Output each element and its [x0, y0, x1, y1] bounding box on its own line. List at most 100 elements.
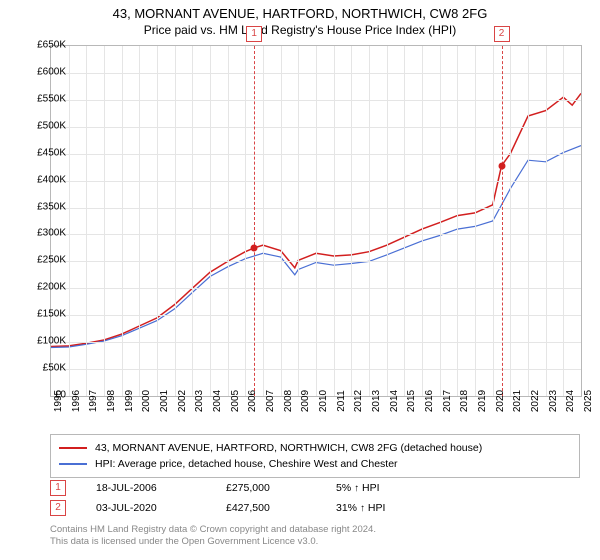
x-tick-label: 2000	[141, 390, 152, 412]
y-tick-label: £550K	[37, 93, 66, 104]
x-gridline	[139, 46, 140, 396]
x-tick-label: 2009	[300, 390, 311, 412]
x-gridline	[316, 46, 317, 396]
x-gridline	[228, 46, 229, 396]
x-gridline	[263, 46, 264, 396]
sale-row: 1 18-JUL-2006£275,0005% ↑ HPI	[50, 478, 385, 498]
footer-attribution: Contains HM Land Registry data © Crown c…	[50, 524, 376, 549]
x-tick-label: 2015	[406, 390, 417, 412]
x-gridline	[563, 46, 564, 396]
x-gridline	[175, 46, 176, 396]
x-gridline	[475, 46, 476, 396]
y-tick-label: £500K	[37, 120, 66, 131]
sale-date: 18-JUL-2006	[96, 482, 226, 494]
x-tick-label: 1995	[53, 390, 64, 412]
x-gridline	[104, 46, 105, 396]
x-gridline	[69, 46, 70, 396]
arrow-up-icon: ↑	[360, 503, 365, 514]
legend-swatch	[59, 463, 87, 465]
x-gridline	[157, 46, 158, 396]
x-tick-label: 2007	[265, 390, 276, 412]
x-gridline	[493, 46, 494, 396]
legend-swatch	[59, 447, 87, 449]
x-gridline	[369, 46, 370, 396]
x-gridline	[404, 46, 405, 396]
x-tick-label: 2023	[548, 390, 559, 412]
event-line	[254, 46, 255, 396]
y-tick-label: £450K	[37, 147, 66, 158]
y-tick-label: £350K	[37, 201, 66, 212]
x-tick-label: 2022	[530, 390, 541, 412]
legend-label: HPI: Average price, detached house, Ches…	[95, 458, 398, 470]
sale-date: 03-JUL-2020	[96, 502, 226, 514]
y-tick-label: £100K	[37, 336, 66, 347]
x-tick-label: 2021	[512, 390, 523, 412]
x-tick-label: 2013	[371, 390, 382, 412]
sale-marker: 2	[50, 500, 66, 516]
x-gridline	[528, 46, 529, 396]
x-gridline	[86, 46, 87, 396]
sale-marker: 1	[50, 480, 66, 496]
y-tick-label: £600K	[37, 66, 66, 77]
x-gridline	[281, 46, 282, 396]
arrow-up-icon: ↑	[354, 483, 359, 494]
x-tick-label: 1996	[71, 390, 82, 412]
x-tick-label: 2011	[336, 390, 347, 412]
x-gridline	[245, 46, 246, 396]
x-tick-label: 2014	[389, 390, 400, 412]
x-tick-label: 2003	[194, 390, 205, 412]
x-tick-label: 2005	[230, 390, 241, 412]
sale-row: 2 03-JUL-2020£427,50031% ↑ HPI	[50, 498, 385, 518]
x-gridline	[192, 46, 193, 396]
price-chart: 12	[50, 45, 582, 397]
footer-line-1: Contains HM Land Registry data © Crown c…	[50, 524, 376, 536]
x-gridline	[334, 46, 335, 396]
x-tick-label: 2002	[177, 390, 188, 412]
x-tick-label: 2010	[318, 390, 329, 412]
legend-label: 43, MORNANT AVENUE, HARTFORD, NORTHWICH,…	[95, 442, 482, 454]
x-tick-label: 1997	[88, 390, 99, 412]
sale-pct-vs-hpi: 5% ↑ HPI	[336, 482, 380, 494]
footer-line-2: This data is licensed under the Open Gov…	[50, 536, 376, 548]
x-tick-label: 1998	[106, 390, 117, 412]
x-tick-label: 2017	[442, 390, 453, 412]
x-tick-label: 1999	[124, 390, 135, 412]
sale-price: £275,000	[226, 482, 336, 494]
x-gridline	[210, 46, 211, 396]
x-gridline	[457, 46, 458, 396]
y-tick-label: £300K	[37, 228, 66, 239]
legend-row: HPI: Average price, detached house, Ches…	[59, 456, 571, 472]
y-tick-label: £150K	[37, 309, 66, 320]
x-gridline	[122, 46, 123, 396]
x-tick-label: 2018	[459, 390, 470, 412]
legend-row: 43, MORNANT AVENUE, HARTFORD, NORTHWICH,…	[59, 440, 571, 456]
x-tick-label: 2012	[353, 390, 364, 412]
x-gridline	[298, 46, 299, 396]
sale-price: £427,500	[226, 502, 336, 514]
x-tick-label: 2025	[583, 390, 594, 412]
x-gridline	[387, 46, 388, 396]
sale-pct-vs-hpi: 31% ↑ HPI	[336, 502, 385, 514]
y-tick-label: £250K	[37, 255, 66, 266]
y-tick-label: £400K	[37, 174, 66, 185]
x-tick-label: 2024	[565, 390, 576, 412]
x-tick-label: 2001	[159, 390, 170, 412]
x-gridline	[351, 46, 352, 396]
event-dot	[251, 244, 258, 251]
y-tick-label: £50K	[43, 363, 66, 374]
x-tick-label: 2008	[283, 390, 294, 412]
x-tick-label: 2020	[495, 390, 506, 412]
event-dot	[498, 162, 505, 169]
x-gridline	[422, 46, 423, 396]
event-line	[502, 46, 503, 396]
x-tick-label: 2016	[424, 390, 435, 412]
y-tick-label: £200K	[37, 282, 66, 293]
page-title: 43, MORNANT AVENUE, HARTFORD, NORTHWICH,…	[0, 0, 600, 21]
x-gridline	[440, 46, 441, 396]
event-marker: 1	[246, 26, 262, 42]
x-tick-label: 2019	[477, 390, 488, 412]
x-gridline	[510, 46, 511, 396]
x-tick-label: 2006	[247, 390, 258, 412]
y-tick-label: £650K	[37, 40, 66, 51]
event-marker: 2	[494, 26, 510, 42]
